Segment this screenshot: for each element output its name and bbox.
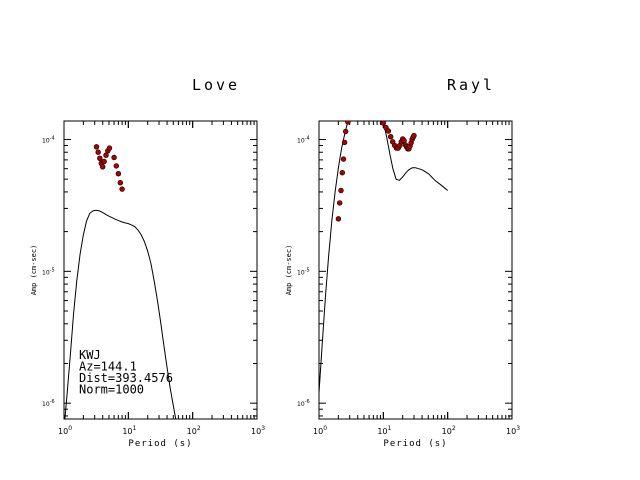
synthetic-curve	[64, 209, 177, 419]
observed-point	[359, 72, 364, 77]
observed-point	[358, 73, 363, 78]
observed-point	[373, 98, 378, 103]
observed-point	[101, 158, 107, 165]
observed-point	[338, 187, 344, 194]
y-tick-label: 10-5	[297, 267, 310, 276]
observed-point	[375, 106, 380, 111]
x-tick-label: 103	[506, 425, 520, 436]
observed-point	[378, 114, 383, 119]
series-group	[319, 72, 449, 393]
observed-point	[343, 128, 349, 135]
observed-point	[369, 96, 374, 101]
observed-point	[99, 164, 106, 170]
observed-point	[106, 145, 113, 151]
observed-point	[347, 112, 352, 117]
observed-point	[354, 89, 359, 94]
synthetic-curve	[319, 121, 449, 393]
observed-point	[385, 128, 392, 134]
observed-point	[103, 152, 109, 158]
observed-point	[349, 107, 354, 112]
observed-point	[363, 85, 368, 90]
x-tick-label: 102	[187, 425, 201, 436]
observed-point	[357, 76, 362, 81]
y-tick-label: 10-4	[297, 135, 310, 144]
observed-point	[97, 155, 103, 162]
observed-point	[367, 97, 372, 102]
plot-frame	[63, 120, 258, 420]
x-tick-label: 100	[313, 425, 327, 436]
x-tick-label: 101	[122, 425, 136, 436]
observed-point	[371, 96, 376, 101]
y-tick-label: 10-5	[42, 267, 55, 276]
observed-point	[388, 134, 394, 140]
y-axis-label: Amp (cm-sec)	[30, 245, 38, 296]
observed-point	[115, 171, 122, 177]
observed-point	[360, 76, 365, 81]
x-tick-label: 100	[58, 425, 72, 436]
observed-point	[337, 200, 343, 206]
x-tick-label: 103	[251, 425, 265, 436]
observed-point	[352, 95, 357, 100]
love-panel: 100 101 102 103 10-6 10-5 10-4 Period (s) Amp (c…	[30, 76, 265, 449]
observed-point	[411, 132, 417, 139]
observed-point	[93, 144, 100, 150]
rayl-panel: 100 101 102 103 10-6 10-5 10-4 Period (s) Amp (c…	[285, 72, 520, 449]
observed-point	[355, 82, 360, 87]
observed-point	[339, 170, 345, 176]
observed-point	[341, 139, 348, 146]
observed-point	[335, 216, 342, 222]
x-axis-label: Period (s)	[128, 439, 192, 449]
observed-point	[340, 156, 347, 162]
chart-title: Rayl	[447, 76, 495, 94]
observed-point	[95, 149, 101, 155]
y-axis-label: Amp (cm-sec)	[285, 245, 293, 296]
station-annotation: Az=144.1	[79, 360, 137, 374]
y-tick-label: 10-4	[42, 135, 55, 144]
observed-point	[113, 163, 120, 169]
observed-point	[351, 101, 356, 106]
observed-point	[345, 121, 351, 125]
plot-frame	[318, 120, 513, 420]
station-annotation: Dist=393.4576	[79, 371, 173, 385]
observed-point	[111, 154, 117, 161]
series-group	[64, 144, 177, 419]
y-tick-label: 10-6	[297, 399, 310, 408]
station-annotation: KWJ	[79, 348, 101, 362]
y-tick-label: 10-6	[42, 399, 55, 408]
x-tick-label: 101	[377, 425, 391, 436]
observed-point	[365, 92, 370, 97]
observed-point	[117, 180, 124, 186]
chart-title: Love	[192, 76, 240, 94]
observed-point	[380, 121, 386, 126]
station-annotation: Norm=1000	[79, 383, 144, 397]
x-axis-label: Period (s)	[383, 439, 447, 449]
observed-point	[119, 186, 125, 192]
x-tick-label: 102	[442, 425, 456, 436]
